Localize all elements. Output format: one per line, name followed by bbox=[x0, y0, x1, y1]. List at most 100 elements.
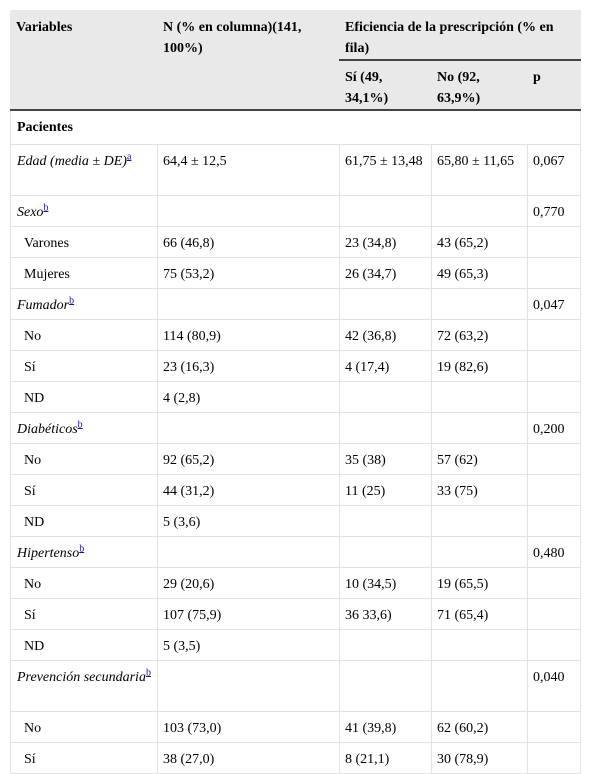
table-row: Fumadorb 0,047 bbox=[10, 287, 582, 320]
value-cell: 4 (2,8) bbox=[157, 380, 340, 413]
table-row: Hipertensob 0,480 bbox=[10, 535, 582, 568]
label-cell: No bbox=[10, 318, 158, 351]
header-cell: Variables bbox=[10, 10, 158, 111]
footnote-link[interactable]: b bbox=[145, 666, 151, 678]
value-cell: 49 (65,3) bbox=[431, 256, 528, 289]
table-row: Edad (media ± DE)a 64,4 ± 12,5 61,75 ± 13,… bbox=[10, 143, 582, 196]
empty-cell bbox=[157, 535, 340, 568]
footnote-link[interactable]: b bbox=[79, 542, 85, 554]
empty-cell bbox=[339, 287, 432, 320]
value-cell: 0,200 bbox=[526, 411, 582, 444]
header-cell: No (92, 63,9%) bbox=[431, 59, 528, 111]
data-table: Variables N (% en columna)(141, 100%) Ef… bbox=[9, 10, 582, 774]
value-cell: 114 (80,9) bbox=[157, 318, 340, 351]
table-row: Mujeres 75 (53,2) 26 (34,7) 49 (65,3) bbox=[10, 256, 582, 289]
value-cell: 5 (3,5) bbox=[157, 628, 340, 661]
table-row: ND 5 (3,5) bbox=[10, 628, 582, 661]
row-label: ND bbox=[24, 514, 45, 530]
empty-cell bbox=[339, 504, 432, 537]
empty-cell bbox=[157, 287, 340, 320]
table-row: Sí 107 (75,9) 36 33,6) 71 (65,4) bbox=[10, 597, 582, 630]
table-row: ND 4 (2,8) bbox=[10, 380, 582, 413]
row-label: Edad (media ± DE) bbox=[17, 153, 127, 169]
value-cell: 4 (17,4) bbox=[339, 349, 432, 382]
empty-cell bbox=[526, 473, 582, 506]
row-label: No bbox=[24, 328, 42, 344]
value-cell: 0,770 bbox=[526, 194, 582, 227]
value-cell: 0,480 bbox=[526, 535, 582, 568]
table-row: Sí 38 (27,0) 8 (21,1) 30 (78,9) bbox=[10, 741, 582, 774]
value-cell: 26 (34,7) bbox=[339, 256, 432, 289]
header-row: Variables N (% en columna)(141, 100%) Ef… bbox=[10, 10, 582, 111]
row-label: No bbox=[24, 576, 42, 592]
label-cell: Prevención secundariab bbox=[10, 659, 158, 712]
value-cell: 8 (21,1) bbox=[339, 741, 432, 774]
value-cell: 75 (53,2) bbox=[157, 256, 340, 289]
empty-cell bbox=[526, 380, 582, 413]
row-label: Fumador bbox=[17, 297, 70, 313]
label-cell: Mujeres bbox=[10, 256, 158, 289]
footnote-link[interactable]: b bbox=[43, 201, 49, 213]
label-cell: Sí bbox=[10, 473, 158, 506]
table-row: Varones 66 (46,8) 23 (34,8) 43 (65,2) bbox=[10, 225, 582, 258]
label-cell: Sí bbox=[10, 349, 158, 382]
label-cell: Varones bbox=[10, 225, 158, 258]
label-cell: Sexob bbox=[10, 194, 158, 227]
value-cell: 19 (82,6) bbox=[431, 349, 528, 382]
value-cell: 0,067 bbox=[526, 143, 582, 196]
row-label: No bbox=[24, 452, 42, 468]
value-cell: 43 (65,2) bbox=[431, 225, 528, 258]
footnote-link[interactable]: b bbox=[69, 294, 75, 306]
table-row: Prevención secundariab 0,040 bbox=[10, 659, 582, 712]
table-body: Pacientes Edad (media ± DE)a 64,4 ± 12,5 6… bbox=[9, 109, 582, 774]
table-row: No 114 (80,9) 42 (36,8) 72 (63,2) bbox=[10, 318, 582, 351]
header-cell: p bbox=[526, 59, 582, 111]
label-cell: No bbox=[10, 566, 158, 599]
footnote-link[interactable]: b bbox=[77, 418, 83, 430]
value-cell: 11 (25) bbox=[339, 473, 432, 506]
value-cell: 103 (73,0) bbox=[157, 710, 340, 743]
table-row: Diabéticosb 0,200 bbox=[10, 411, 582, 444]
row-label: Sí bbox=[24, 359, 36, 375]
empty-cell bbox=[526, 442, 582, 475]
value-cell: 29 (20,6) bbox=[157, 566, 340, 599]
row-label: Sí bbox=[24, 483, 36, 499]
label-cell: ND bbox=[10, 628, 158, 661]
value-cell: 5 (3,6) bbox=[157, 504, 340, 537]
empty-cell bbox=[157, 411, 340, 444]
label-cell: Edad (media ± DE)a bbox=[10, 143, 158, 196]
value-cell: 23 (34,8) bbox=[339, 225, 432, 258]
label-cell: ND bbox=[10, 380, 158, 413]
row-label: Sexo bbox=[17, 204, 44, 220]
empty-cell bbox=[526, 256, 582, 289]
value-cell: 42 (36,8) bbox=[339, 318, 432, 351]
value-cell: 65,80 ± 11,65 bbox=[431, 143, 528, 196]
empty-cell bbox=[526, 710, 582, 743]
empty-cell bbox=[526, 741, 582, 774]
header-cell: N (% en columna)(141, 100%) bbox=[157, 10, 340, 111]
empty-cell bbox=[157, 194, 340, 227]
value-cell: 57 (62) bbox=[431, 442, 528, 475]
row-label: Mujeres bbox=[24, 266, 70, 282]
header-row: Sí (49, 34,1%) No (92, 63,9%) p bbox=[11, 59, 582, 111]
table-row: Sexob 0,770 bbox=[10, 194, 582, 227]
row-label: ND bbox=[24, 390, 45, 406]
table-row: No 29 (20,6) 10 (34,5) 19 (65,5) bbox=[10, 566, 582, 599]
value-cell: 41 (39,8) bbox=[339, 710, 432, 743]
empty-cell bbox=[431, 504, 528, 537]
empty-cell bbox=[526, 318, 582, 351]
label-cell: No bbox=[10, 442, 158, 475]
label-cell: Sí bbox=[10, 741, 158, 774]
table-row: ND 5 (3,6) bbox=[10, 504, 582, 537]
empty-cell bbox=[339, 194, 432, 227]
value-cell: 0,040 bbox=[526, 659, 582, 712]
footnote-link[interactable]: a bbox=[126, 150, 132, 162]
value-cell: 0,047 bbox=[526, 287, 582, 320]
empty-cell bbox=[431, 659, 528, 712]
empty-cell bbox=[526, 597, 582, 630]
section-row: Pacientes bbox=[9, 109, 582, 145]
label-cell: No bbox=[10, 710, 158, 743]
value-cell: 23 (16,3) bbox=[157, 349, 340, 382]
row-label: Sí bbox=[24, 607, 36, 623]
value-cell: 38 (27,0) bbox=[157, 741, 340, 774]
